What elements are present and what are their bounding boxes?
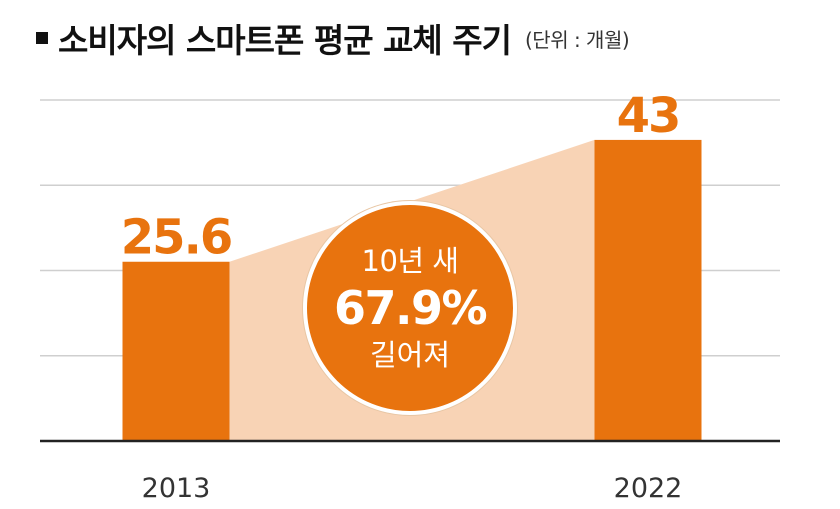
bar-2013 — [122, 261, 230, 441]
category-label-2022: 2022 — [614, 473, 683, 504]
annotation-percent: 67.9% — [333, 281, 488, 335]
annotation-text: 길어져 — [369, 338, 451, 372]
title-bullet-icon — [36, 32, 48, 44]
chart-title-row: 소비자의 스마트폰 평균 교체 주기 (단위 : 개월) — [36, 14, 630, 62]
chart-title: 소비자의 스마트폰 평균 교체 주기 — [58, 21, 512, 60]
unit-label: (단위 : 개월) — [525, 27, 630, 52]
category-label-2013: 2013 — [142, 473, 211, 504]
value-label-2022: 43 — [617, 88, 680, 144]
annotation-period: 10년 새 — [361, 244, 459, 278]
bar-2022 — [594, 139, 702, 442]
value-label-2013: 25.6 — [121, 210, 231, 266]
growth-annotation-bubble: 10년 새 67.9% 길어져 — [303, 201, 517, 415]
